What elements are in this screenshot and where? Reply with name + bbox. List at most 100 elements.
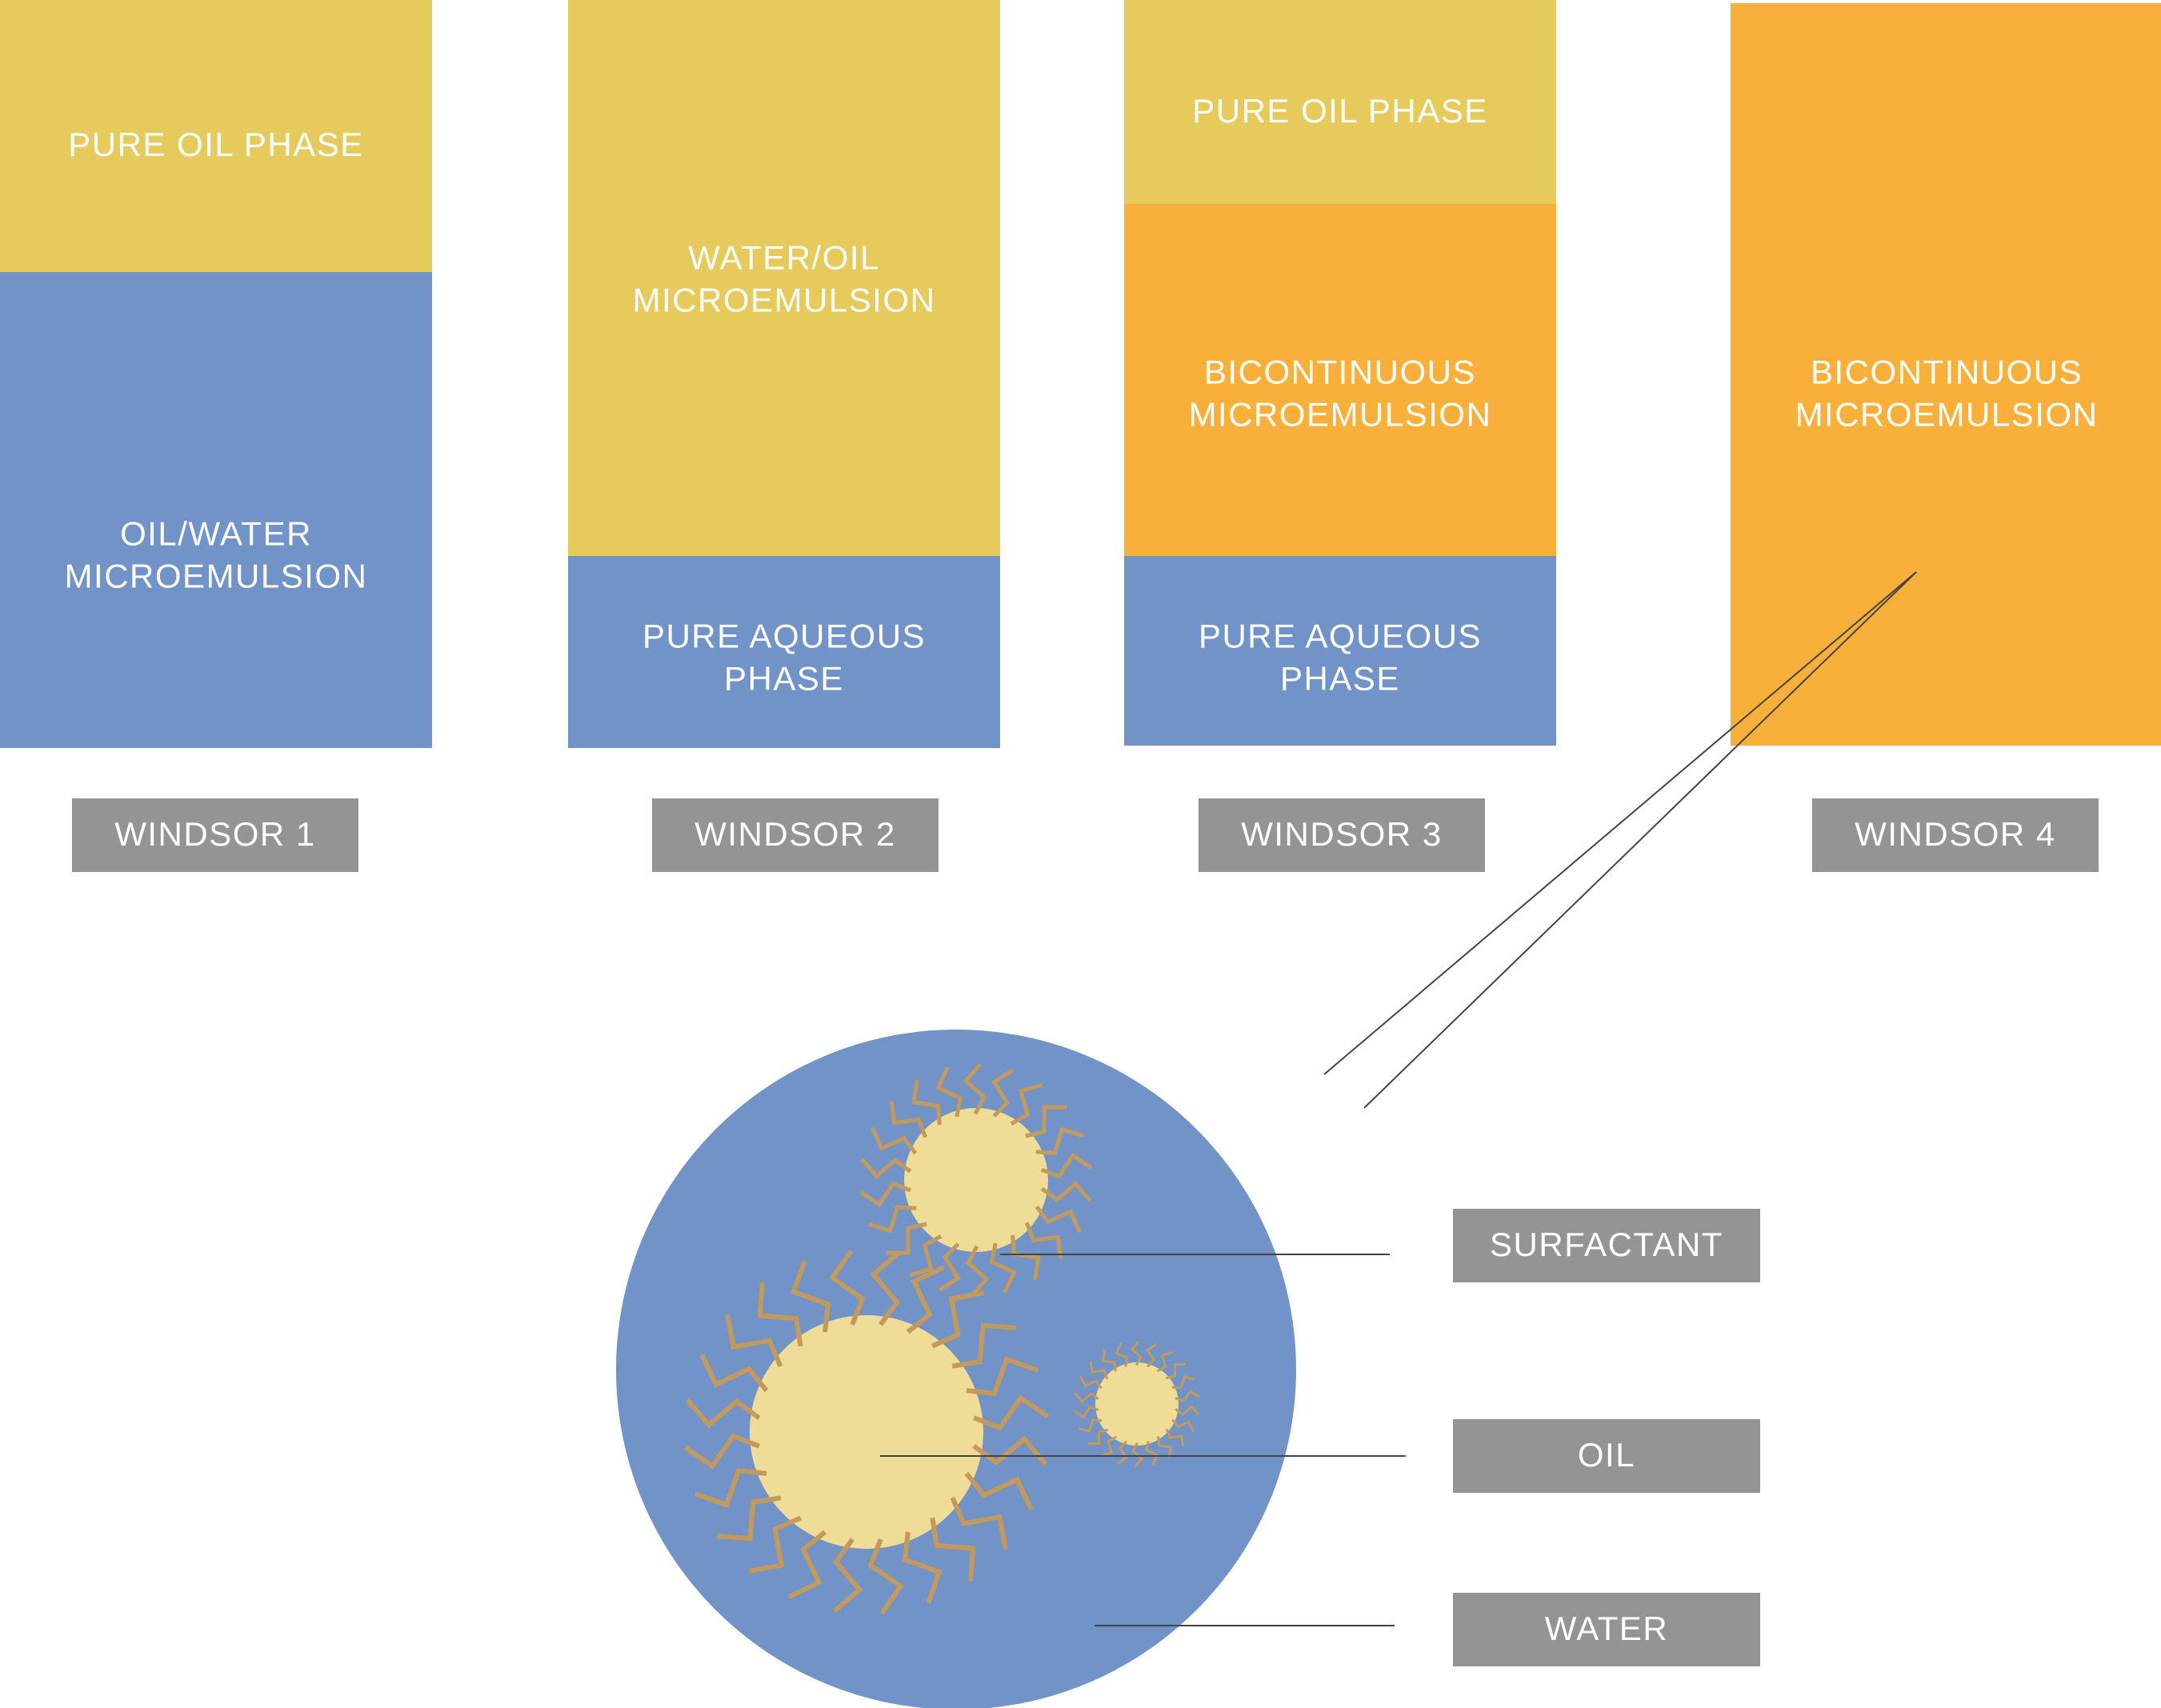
surfactant-molecule — [870, 1250, 901, 1326]
legend-box — [1453, 1419, 1760, 1493]
surfactant-molecule — [1089, 1361, 1109, 1380]
surfactant-molecule — [868, 1205, 917, 1234]
surfactant-molecule — [870, 1126, 918, 1155]
surfactant-molecule — [1034, 1205, 1082, 1234]
surfactant-molecule — [1074, 1405, 1099, 1419]
surfactant-molecule — [1040, 1153, 1093, 1179]
phase-label-line: MICROEMULSION — [633, 282, 936, 319]
phase-label-line: WATER/OIL — [688, 239, 880, 277]
oil-phase-block — [1124, 0, 1556, 204]
phase-label-line: PURE AQUEOUS — [1199, 618, 1482, 655]
microemulsion-inset — [616, 1030, 1296, 1708]
phase-label-line: PHASE — [1280, 660, 1400, 698]
phase-label-line: PHASE — [724, 660, 844, 698]
surfactant-molecule — [1175, 1389, 1200, 1403]
surfactant-molecule — [694, 1467, 767, 1508]
surfactant-molecule — [972, 1435, 1048, 1466]
phase-label-line: OIL/WATER — [120, 515, 312, 553]
surfactant-molecule — [1156, 1350, 1174, 1373]
windsor-3-column: PURE OIL PHASE BICONTINUOUS MICROEMULSION P… — [1124, 0, 1556, 872]
phase-label-line: MICROEMULSION — [1189, 396, 1492, 434]
surfactant-molecule — [1100, 1435, 1118, 1458]
surfactant-molecule — [683, 1433, 760, 1470]
surfactant-molecule — [902, 1531, 942, 1605]
label-text: WINDSOR 3 — [1241, 815, 1443, 853]
surfactant-molecule — [1146, 1343, 1158, 1368]
surfactant-molecule — [832, 1538, 863, 1614]
water-legend-label: WATER — [1453, 1593, 1760, 1666]
surfactant-molecule — [1010, 1082, 1043, 1126]
surfactant-molecule — [859, 1181, 912, 1207]
phase-label-line: BICONTINUOUS — [1811, 354, 2083, 391]
surfactant-molecule — [962, 1062, 987, 1115]
surfactant-molecule — [938, 1242, 961, 1292]
legend-text: SURFACTANT — [1490, 1226, 1723, 1263]
surfactant-molecule — [860, 1158, 912, 1179]
phase-label-line: PURE AQUEOUS — [642, 618, 926, 655]
surfactant-molecule — [930, 1517, 976, 1582]
surfactant-molecule — [951, 1322, 1016, 1369]
surfactant-molecule — [1171, 1418, 1195, 1433]
label-box — [652, 798, 938, 872]
legend-box — [1453, 1209, 1760, 1282]
windsor-4-label: WINDSOR 4 — [1812, 798, 2099, 872]
surfactant-molecule — [965, 1245, 990, 1298]
surfactant-molecule — [1157, 1436, 1173, 1458]
inset-legend: SURFACTANT OIL WATER — [880, 1209, 1760, 1666]
oil-droplet — [859, 1062, 1093, 1298]
surfactant-molecule — [1078, 1418, 1103, 1434]
surfactant-molecule — [964, 1471, 1034, 1510]
label-text: WINDSOR 4 — [1855, 815, 2056, 853]
legend-box — [1453, 1593, 1760, 1666]
water-phase-block — [1124, 556, 1556, 746]
surfactant-molecule — [1025, 1105, 1067, 1138]
water-phase-block — [0, 272, 432, 748]
windsor-2-column: WATER/OIL MICROEMULSION PURE AQUEOUS PHASE W… — [568, 0, 1000, 872]
surfactant-molecule — [966, 1356, 1039, 1397]
windsor-4-column: BICONTINUOUS MICROEMULSION WINDSOR 4 — [1731, 3, 2161, 872]
surfactant-molecule — [1024, 1222, 1063, 1260]
oil-droplet — [1074, 1340, 1200, 1468]
surfactant-molecule — [991, 1068, 1014, 1118]
surfactant-molecule — [1115, 1342, 1129, 1367]
surfactant-molecule — [1165, 1362, 1187, 1380]
surfactant-molecule — [989, 1242, 1017, 1294]
surfactant-molecule — [790, 1259, 831, 1333]
surfactant-molecule — [1145, 1441, 1159, 1466]
surfactant-molecule — [1171, 1374, 1195, 1390]
surfactant-molecule — [725, 1314, 783, 1368]
surfactant-molecule — [909, 1234, 942, 1278]
bicontinuous-phase-block — [1731, 3, 2161, 746]
water-phase-block — [568, 556, 1000, 748]
oil-phase-block — [0, 0, 432, 272]
oil-phase-block — [568, 0, 1000, 556]
label-box — [1812, 798, 2099, 872]
zoom-line-upper — [1323, 571, 1917, 1075]
zoom-line-lower — [1363, 571, 1917, 1109]
surfactant-molecule — [1074, 1392, 1099, 1403]
label-text: WINDSOR 1 — [114, 815, 316, 853]
surfactant-molecule — [717, 1495, 782, 1542]
oil-droplet — [683, 1249, 1050, 1615]
windsor-columns: PURE OIL PHASE OIL/WATER MICROEMULSION WIND… — [0, 0, 2161, 872]
surfactant-molecule — [950, 1496, 1008, 1550]
surfactant-molecule — [1040, 1181, 1092, 1202]
surfactant-legend-label: SURFACTANT — [1453, 1209, 1760, 1282]
surfactant-molecule — [748, 1515, 802, 1574]
phase-label-line: PURE OIL PHASE — [68, 126, 364, 163]
surfactant-molecule — [935, 1066, 963, 1118]
surfactant-molecule — [1087, 1428, 1109, 1446]
surfactant-molecule — [788, 1530, 827, 1599]
legend-text: WATER — [1545, 1610, 1668, 1647]
label-text: WINDSOR 2 — [694, 815, 896, 853]
phase-label-line: MICROEMULSION — [65, 558, 368, 595]
surfactant-molecule — [699, 1354, 769, 1393]
phase-label-line: MICROEMULSION — [1795, 396, 2099, 434]
windsor-1-label: WINDSOR 1 — [72, 798, 358, 872]
surfactant-molecule — [867, 1538, 904, 1615]
surfactant-molecule — [1035, 1126, 1084, 1155]
zoom-leader-lines — [1323, 571, 1917, 1109]
surfactant-molecule — [829, 1249, 866, 1326]
label-box — [72, 798, 358, 872]
